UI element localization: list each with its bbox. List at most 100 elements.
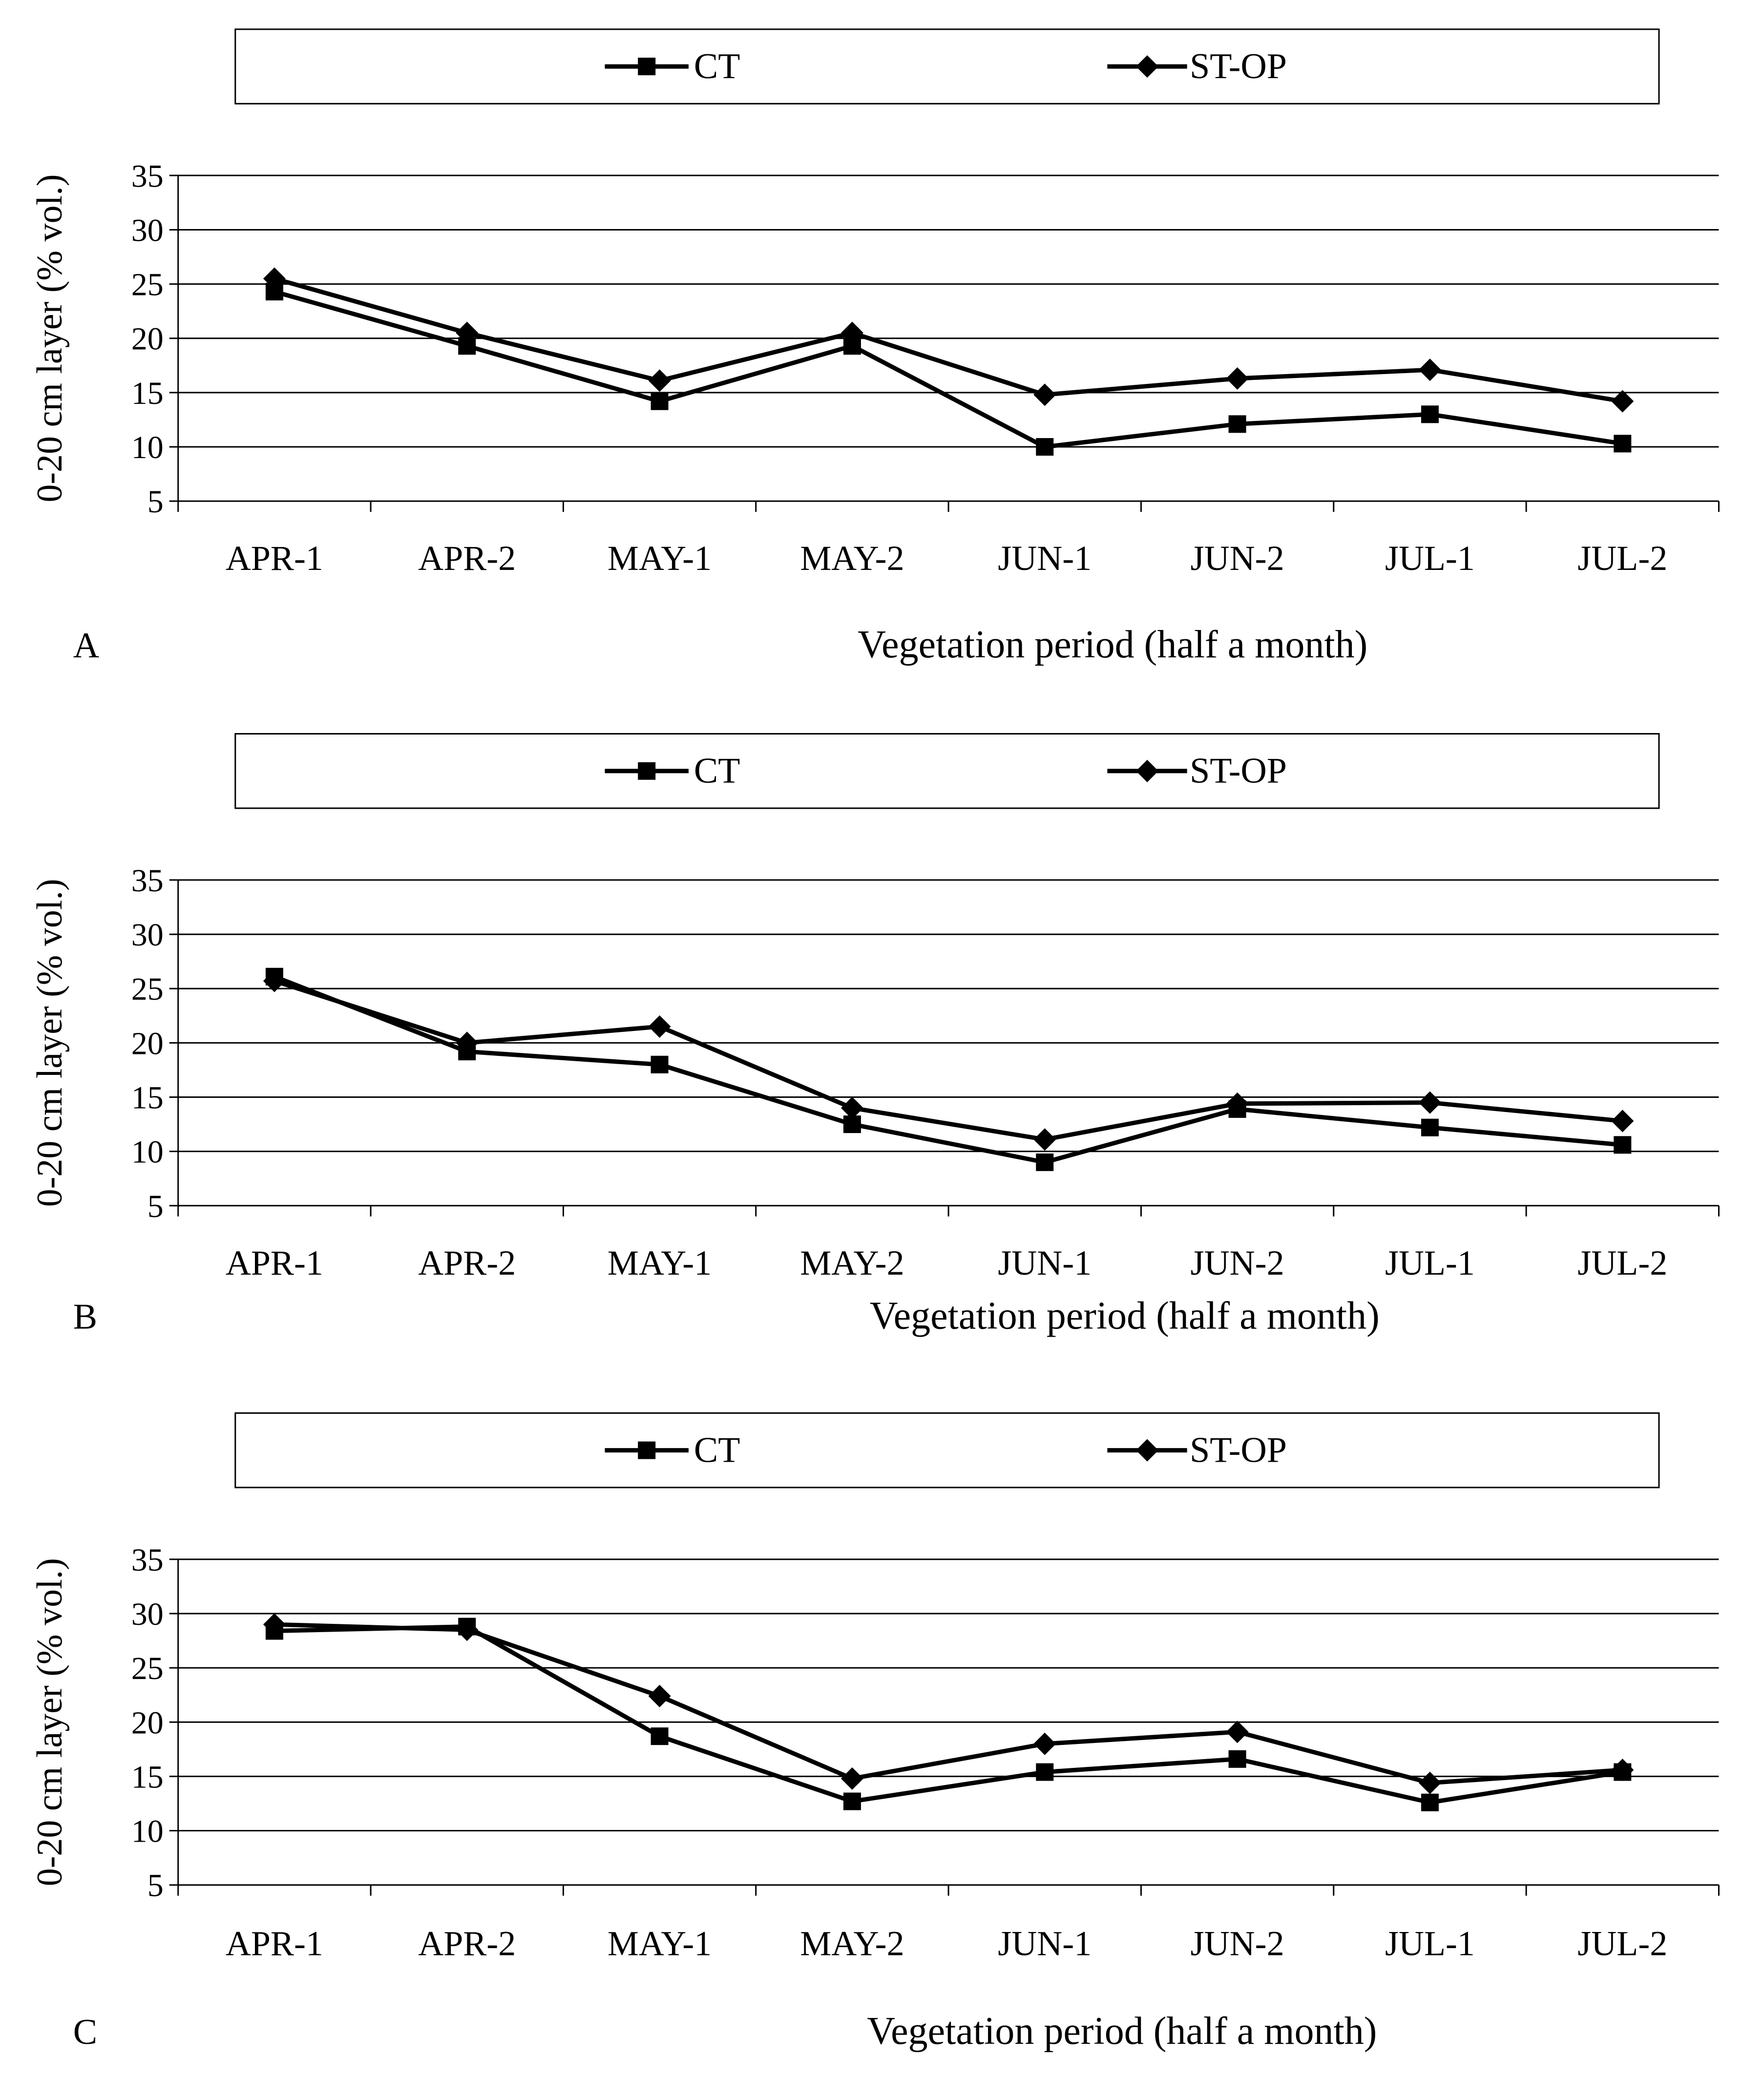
series-line <box>273 289 1623 449</box>
legend-box <box>234 733 1660 809</box>
data-point <box>840 1096 863 1119</box>
data-point <box>1611 390 1634 413</box>
gridlines <box>178 1558 1719 1832</box>
panel-letter: C <box>73 2012 97 2052</box>
data-point <box>1611 1110 1634 1133</box>
x-tick-label: MAY-2 <box>800 1243 904 1282</box>
y-tick-label: 15 <box>131 376 164 411</box>
series-st-op <box>263 1613 1634 1794</box>
legend-label: CT <box>694 1430 740 1470</box>
x-tick-label: JUL-1 <box>1385 1924 1475 1963</box>
data-point <box>1226 367 1249 390</box>
y-tick-label: 25 <box>131 1651 164 1686</box>
data-point <box>1226 1092 1249 1115</box>
data-point <box>1036 438 1054 456</box>
legend-label: ST-OP <box>1190 751 1287 791</box>
x-tick-label: JUN-1 <box>998 539 1092 578</box>
x-tick-label: MAY-1 <box>608 1924 712 1963</box>
legend-label: CT <box>694 751 740 791</box>
y-tick-label: 25 <box>131 267 164 303</box>
data-point <box>1418 1091 1441 1114</box>
data-point <box>1226 1721 1249 1743</box>
legend-square-marker <box>638 1441 656 1459</box>
data-point <box>456 1031 479 1054</box>
y-tick-label: 10 <box>131 430 164 465</box>
y-tick-label: 5 <box>147 484 164 520</box>
x-tick-labels: APR-1 APR-2 MAY-1 MAY-2 JUN-1 JUN-2 JUL-1 JUL-2 <box>177 501 1720 578</box>
data-point <box>1228 415 1246 433</box>
data-point <box>1036 1763 1054 1781</box>
data-point <box>648 1015 671 1038</box>
y-tick-label: 15 <box>131 1080 164 1115</box>
x-tick-label: JUL-1 <box>1385 1243 1475 1282</box>
y-tick-label: 5 <box>147 1868 164 1904</box>
x-tick-labels: APR-1 APR-2 MAY-1 MAY-2 JUN-1 JUN-2 JUL-1 JUL-2 <box>177 1885 1720 1963</box>
x-tick-label: APR-1 <box>226 1243 323 1282</box>
x-tick-label: MAY-2 <box>800 539 904 578</box>
data-point <box>651 1727 669 1745</box>
series-line <box>273 979 1623 1142</box>
data-point <box>263 969 286 992</box>
x-tick-label: JUN-2 <box>1191 1924 1284 1963</box>
gridlines <box>178 174 1719 448</box>
y-tick-label: 35 <box>131 158 164 194</box>
data-point <box>648 369 671 392</box>
data-point <box>840 321 863 344</box>
y-tick-label: 20 <box>131 1026 164 1061</box>
data-point <box>1614 1136 1632 1154</box>
panel-letter: B <box>73 1297 97 1337</box>
y-axis-label: 0-20 cm layer (% vol.) <box>30 1558 70 1886</box>
data-point <box>1614 435 1632 453</box>
legend-box <box>234 1412 1660 1489</box>
y-tick-label: 20 <box>131 321 164 357</box>
legend-diamond-marker <box>1136 759 1159 782</box>
data-point <box>843 1792 861 1810</box>
legend-item-ct: CT <box>605 46 740 86</box>
legend-label: ST-OP <box>1190 1430 1287 1470</box>
chart-panel-b: CT ST-OP 5 10 15 20 25 30 35 APR-1 APR-2 MAY-1 MAY-2… <box>30 733 1720 1338</box>
y-tick-label: 35 <box>131 863 164 899</box>
legend-item-ct: CT <box>605 751 740 791</box>
y-tick-labels: 5 10 15 20 25 30 35 <box>131 1542 178 1904</box>
y-tick-label: 30 <box>131 212 164 248</box>
data-point <box>1036 1153 1054 1171</box>
x-tick-labels: APR-1 APR-2 MAY-1 MAY-2 JUN-1 JUN-2 JUL-1 JUL-2 <box>177 1205 1720 1282</box>
series-st-op <box>263 969 1634 1151</box>
legend: CT ST-OP <box>234 1412 1660 1489</box>
data-point <box>1611 1759 1634 1782</box>
x-tick-label: JUL-2 <box>1577 1243 1667 1282</box>
gridlines <box>178 879 1719 1153</box>
x-tick-label: APR-2 <box>418 1243 516 1282</box>
chart-panel-a: CT ST-OP 5 10 15 20 25 30 35 APR-1 APR-2 MAY-1 MAY-2… <box>30 28 1720 666</box>
data-point <box>1033 383 1056 406</box>
data-point <box>1421 1793 1439 1811</box>
y-tick-labels: 5 10 15 20 25 30 35 <box>131 158 178 520</box>
data-point <box>263 267 286 290</box>
x-tick-label: MAY-1 <box>608 539 712 578</box>
series-line <box>274 1622 1623 1785</box>
legend-square-marker <box>638 762 656 780</box>
data-point <box>1421 405 1439 423</box>
legend-item-ct: CT <box>605 1430 740 1470</box>
legend-item-st-op: ST-OP <box>1107 1430 1287 1470</box>
y-tick-labels: 5 10 15 20 25 30 35 <box>131 863 178 1224</box>
y-axis-label: 0-20 cm layer (% vol.) <box>30 174 70 503</box>
series-line <box>274 1624 1623 1805</box>
data-point <box>840 1767 863 1790</box>
y-tick-label: 10 <box>131 1814 164 1849</box>
panel-letter: A <box>73 626 99 666</box>
x-axis-label: Vegetation period (half a month) <box>867 2010 1377 2053</box>
data-point <box>1421 1118 1439 1136</box>
x-tick-label: JUN-2 <box>1191 1243 1284 1282</box>
x-tick-label: JUL-1 <box>1385 539 1475 578</box>
y-tick-label: 10 <box>131 1134 164 1170</box>
data-point <box>651 1055 669 1073</box>
series-st-op <box>263 267 1634 413</box>
y-tick-label: 30 <box>131 1596 164 1632</box>
x-tick-label: JUN-1 <box>998 1243 1092 1282</box>
y-tick-label: 35 <box>131 1542 164 1578</box>
data-point <box>1418 358 1441 381</box>
data-point <box>1033 1732 1056 1755</box>
x-axis-label: Vegetation period (half a month) <box>870 1295 1380 1338</box>
